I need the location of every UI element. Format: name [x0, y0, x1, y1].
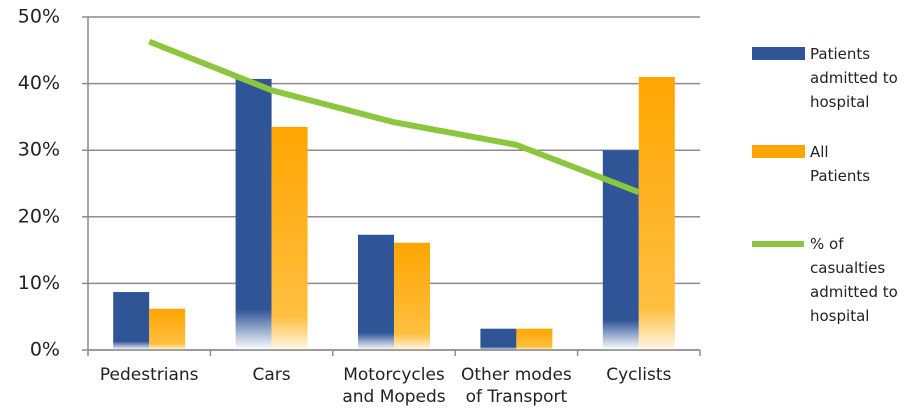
legend-swatch — [752, 47, 805, 60]
bar — [638, 76, 675, 350]
legend-label: All Patients — [810, 143, 871, 185]
legend-swatch — [752, 145, 805, 158]
bar — [394, 242, 430, 350]
bar — [149, 308, 186, 350]
bar — [480, 328, 517, 350]
legend-label: % of casualties admitted to hospital — [810, 235, 898, 325]
x-tick-label: Motorcycles and Mopeds — [342, 365, 446, 407]
x-tick-label: Cyclists — [606, 365, 672, 385]
y-tick-label: 0% — [30, 339, 60, 361]
y-tick-label: 20% — [18, 205, 60, 227]
x-tick-label: Other modes of Transport — [461, 365, 572, 407]
bar — [271, 126, 308, 350]
legend-label: Patients admitted to hospital — [810, 45, 898, 111]
bar — [358, 234, 394, 350]
y-tick-label: 40% — [18, 72, 60, 94]
bar — [235, 78, 272, 351]
bar — [516, 328, 553, 350]
y-tick-label: 50% — [18, 6, 60, 28]
y-tick-label: 30% — [18, 139, 60, 161]
line — [148, 38, 640, 195]
x-tick-label: Cars — [252, 365, 291, 385]
x-tick-label: Pedestrians — [99, 365, 199, 385]
y-tick-label: 10% — [18, 272, 60, 294]
bar — [113, 292, 150, 350]
